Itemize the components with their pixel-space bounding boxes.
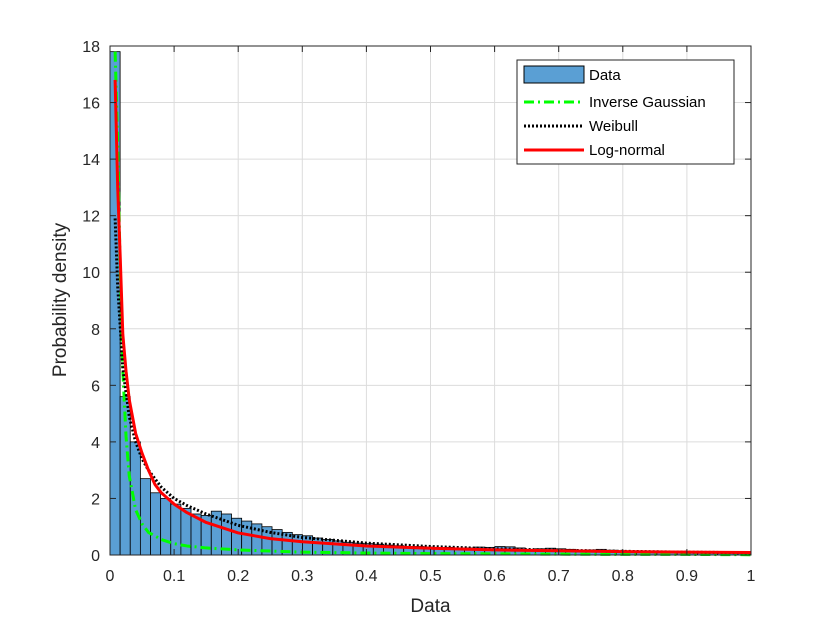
x-axis-label: Data [410, 596, 451, 617]
inverse-gaussian-curve [113, 51, 752, 557]
histogram-bar [129, 441, 141, 556]
y-tick-label: 8 [91, 322, 100, 339]
x-tick-label: 0.8 [612, 568, 634, 585]
legend-label-weibull: Weibull [589, 118, 638, 135]
histogram-bar [150, 492, 162, 556]
x-tick-label: 0.9 [676, 568, 698, 585]
histogram-bar [170, 503, 182, 556]
histogram-bar [139, 478, 151, 556]
y-tick-label: 10 [82, 265, 100, 282]
x-tick-label: 0 [106, 568, 115, 585]
y-tick-label: 12 [82, 209, 100, 226]
x-tick-label: 1 [747, 568, 756, 585]
x-tick-label: 0.2 [227, 568, 249, 585]
y-tick-label: 6 [91, 378, 100, 395]
x-tick-label: 0.3 [291, 568, 313, 585]
axis-ticks: 0 0.1 0.2 0.3 0.4 0.5 0.6 0.7 0.8 0.9 102468101214… [82, 39, 755, 585]
legend-label-data: Data [589, 67, 621, 84]
legend: Data Inverse Gaussian Weibull Log-normal [516, 59, 735, 165]
legend-label-inverse-gaussian: Inverse Gaussian [589, 94, 706, 111]
x-tick-label: 0.5 [419, 568, 441, 585]
x-tick-label: 0.1 [163, 568, 185, 585]
y-tick-label: 18 [82, 39, 100, 56]
x-tick-label: 0.7 [548, 568, 570, 585]
histogram-bar [160, 498, 172, 556]
y-tick-label: 16 [82, 96, 100, 113]
y-axis-label: Probability density [50, 222, 71, 377]
y-tick-label: 4 [91, 435, 100, 452]
y-tick-label: 14 [82, 152, 100, 169]
y-tick-label: 2 [91, 491, 100, 508]
histogram-bar [251, 523, 263, 556]
legend-swatch-data [523, 65, 585, 84]
x-tick-label: 0.4 [355, 568, 377, 585]
x-tick-label: 0.6 [483, 568, 505, 585]
y-tick-label: 0 [91, 548, 100, 565]
legend-label-log-normal: Log-normal [589, 142, 665, 159]
